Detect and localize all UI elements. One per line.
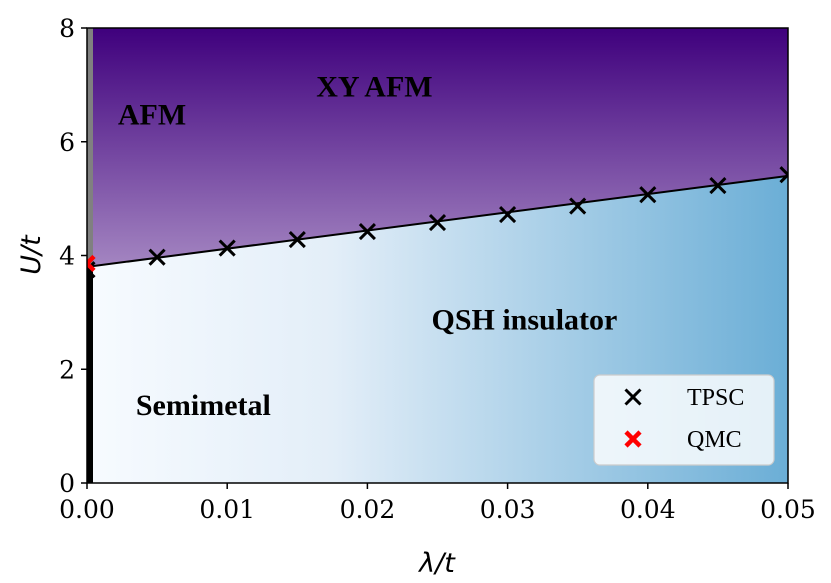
legend-items: TPSC QMC [624, 385, 744, 453]
tpsc-point-1 [148, 248, 166, 266]
qmc-point-0 [87, 254, 96, 273]
legend-label-tpsc: TPSC [687, 385, 744, 411]
x-tick-label-4: 0.04 [620, 495, 676, 524]
y-tick-label-0: 0 [59, 469, 75, 498]
region-label-afm: AFM [118, 99, 186, 132]
tpsc-point-6 [499, 205, 517, 224]
region-label-semimetal: Semimetal [136, 389, 271, 422]
y-tick-label-2: 4 [59, 242, 75, 271]
markers-group [87, 166, 788, 279]
x-axis-label: λ/t [417, 548, 456, 579]
legend-marker-qmc [624, 430, 642, 448]
x-tick-label-0: 0.00 [59, 495, 115, 524]
afm-edge-line [87, 28, 93, 267]
region-labels: AFM XY AFM QSH insulator Semimetal [118, 70, 618, 422]
legend-marker-tpsc [624, 388, 642, 406]
y-axis-ticks: 0 2 4 6 8 [59, 14, 87, 498]
tpsc-point-10 [779, 166, 788, 184]
legend-label-qmc: QMC [687, 427, 742, 453]
x-tick-label-3: 0.03 [480, 495, 536, 524]
tpsc-point-9 [709, 176, 727, 195]
legend-box [593, 374, 775, 466]
tpsc-point-4 [358, 223, 376, 241]
y-tick-label-3: 6 [59, 128, 75, 157]
semimetal-phase-line [87, 266, 93, 483]
y-tick-label-1: 2 [59, 355, 75, 384]
x-tick-label-1: 0.01 [199, 495, 255, 524]
tpsc-point-0 [87, 261, 96, 279]
legend: TPSC QMC [593, 374, 775, 466]
x-tick-label-5: 0.05 [760, 495, 816, 524]
x-axis-ticks: 0.00 0.01 0.02 0.03 0.04 0.05 [59, 483, 816, 524]
tpsc-point-8 [639, 186, 657, 204]
tpsc-point-2 [218, 239, 236, 257]
region-label-qsh-insulator: QSH insulator [431, 303, 617, 336]
tpsc-point-5 [428, 213, 447, 232]
region-label-xy-afm: XY AFM [316, 70, 432, 103]
y-axis-label: U/t [16, 234, 47, 275]
x-tick-label-2: 0.02 [340, 495, 396, 524]
y-tick-label-4: 8 [59, 14, 75, 43]
tpsc-point-3 [288, 231, 306, 249]
tpsc-point-7 [569, 197, 587, 215]
